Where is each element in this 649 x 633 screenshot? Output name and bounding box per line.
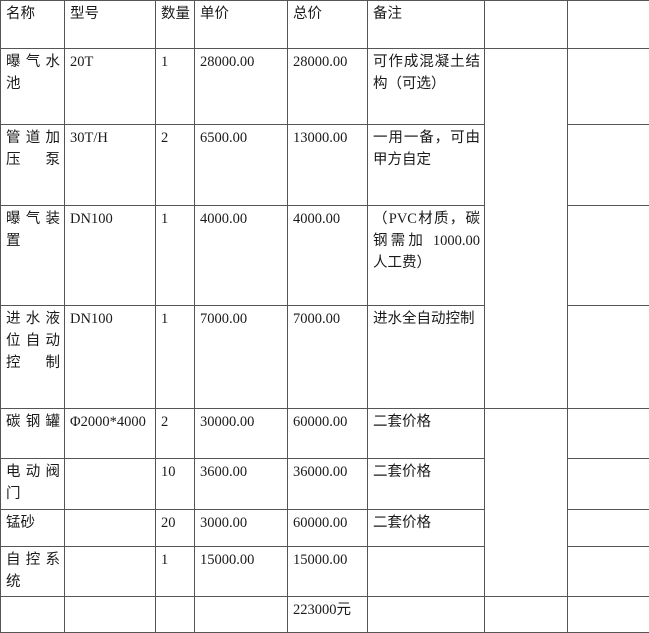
cell-unit: 4000.00 — [195, 206, 288, 306]
cell-total: 13000.00 — [288, 125, 368, 206]
cell-model: DN100 — [65, 306, 156, 409]
cell-name: 曝气水池 — [1, 49, 65, 125]
cell-qty — [156, 597, 195, 633]
cell-name: 进水液位自动控制 — [1, 306, 65, 409]
cell-unit: 7000.00 — [195, 306, 288, 409]
cell-blank2 — [568, 510, 649, 547]
cell-total: 60000.00 — [288, 409, 368, 459]
cell-grand-total: 223000元 — [288, 597, 368, 633]
table-row: 碳钢罐 Φ2000*4000 2 30000.00 60000.00 二套价格 — [1, 409, 649, 459]
cell-qty: 1 — [156, 306, 195, 409]
cell-model — [65, 547, 156, 597]
cell-blank1 — [485, 597, 568, 633]
cell-qty: 1 — [156, 49, 195, 125]
cell-name: 电动阀门 — [1, 459, 65, 510]
cell-name: 曝气装置 — [1, 206, 65, 306]
cell-total: 4000.00 — [288, 206, 368, 306]
column-header-blank1 — [485, 1, 568, 49]
cell-remark — [368, 597, 485, 633]
cell-model: 20T — [65, 49, 156, 125]
cell-remark: （PVC材质，碳钢需加 1000.00人工费） — [368, 206, 485, 306]
cell-model — [65, 510, 156, 547]
cell-blank2 — [568, 547, 649, 597]
cell-total: 7000.00 — [288, 306, 368, 409]
cell-blank2 — [568, 125, 649, 206]
cell-blank2 — [568, 459, 649, 510]
cell-remark: 进水全自动控制 — [368, 306, 485, 409]
cell-blank1-merged-bottom — [485, 409, 568, 597]
cell-model: Φ2000*4000 — [65, 409, 156, 459]
cell-qty: 2 — [156, 125, 195, 206]
column-header-model: 型号 — [65, 1, 156, 49]
cell-qty: 1 — [156, 547, 195, 597]
cell-model: DN100 — [65, 206, 156, 306]
cell-blank2 — [568, 597, 649, 633]
cell-remark: 二套价格 — [368, 459, 485, 510]
cell-name: 自控系统 — [1, 547, 65, 597]
cell-remark: 二套价格 — [368, 409, 485, 459]
table-row: 曝气水池 20T 1 28000.00 28000.00 可作成混凝土结构（可选… — [1, 49, 649, 125]
cell-unit: 28000.00 — [195, 49, 288, 125]
column-header-remark: 备注 — [368, 1, 485, 49]
column-header-total: 总价 — [288, 1, 368, 49]
column-header-blank2 — [568, 1, 649, 49]
cell-unit: 15000.00 — [195, 547, 288, 597]
cell-remark: 一用一备，可由甲方自定 — [368, 125, 485, 206]
cell-qty: 2 — [156, 409, 195, 459]
cell-blank2 — [568, 49, 649, 125]
cell-blank1-merged-top — [485, 49, 568, 409]
cell-unit — [195, 597, 288, 633]
table-row-grand-total: 223000元 — [1, 597, 649, 633]
column-header-unit: 单价 — [195, 1, 288, 49]
cell-unit: 3600.00 — [195, 459, 288, 510]
cell-total: 60000.00 — [288, 510, 368, 547]
cell-model — [65, 459, 156, 510]
cell-blank2 — [568, 306, 649, 409]
cell-model — [65, 597, 156, 633]
cell-remark: 可作成混凝土结构（可选） — [368, 49, 485, 125]
cell-unit: 6500.00 — [195, 125, 288, 206]
cell-unit: 30000.00 — [195, 409, 288, 459]
cell-qty: 20 — [156, 510, 195, 547]
cell-name: 管道加压泵 — [1, 125, 65, 206]
column-header-qty: 数量 — [156, 1, 195, 49]
cell-total: 28000.00 — [288, 49, 368, 125]
cell-total: 36000.00 — [288, 459, 368, 510]
cell-qty: 10 — [156, 459, 195, 510]
cell-blank2 — [568, 409, 649, 459]
cell-total: 15000.00 — [288, 547, 368, 597]
column-header-name: 名称 — [1, 1, 65, 49]
table-header-row: 名称 型号 数量 单价 总价 备注 — [1, 1, 649, 49]
cell-model: 30T/H — [65, 125, 156, 206]
cell-name: 锰砂 — [1, 510, 65, 547]
cell-qty: 1 — [156, 206, 195, 306]
cell-unit: 3000.00 — [195, 510, 288, 547]
cell-blank2 — [568, 206, 649, 306]
cell-remark — [368, 547, 485, 597]
cell-remark: 二套价格 — [368, 510, 485, 547]
cell-name — [1, 597, 65, 633]
cell-name: 碳钢罐 — [1, 409, 65, 459]
